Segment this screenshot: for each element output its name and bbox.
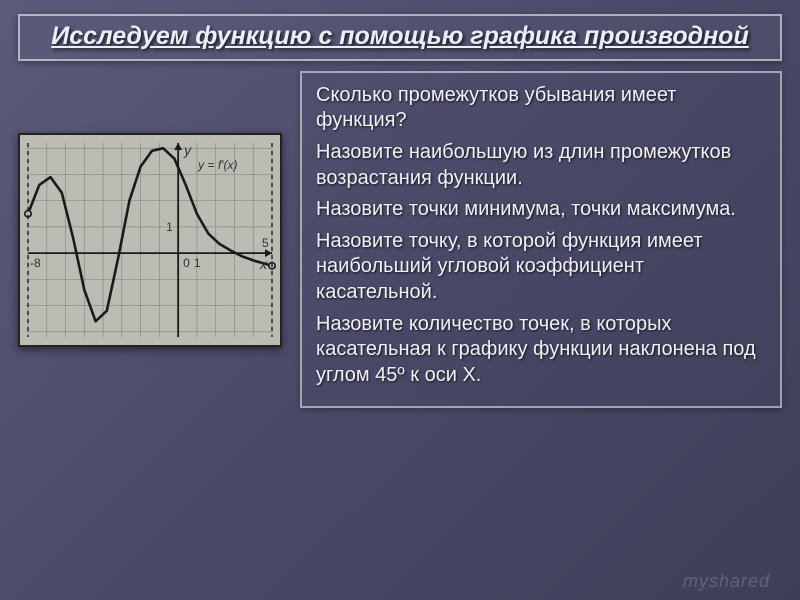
svg-text:5: 5: [262, 236, 269, 250]
svg-text:1: 1: [166, 219, 173, 233]
question-2: Назовите наибольшую из длин промежутков …: [316, 140, 766, 191]
body-row: 011-85yxy = f'(x) Сколько промежутков уб…: [0, 71, 800, 409]
svg-text:y = f'(x): y = f'(x): [197, 158, 237, 172]
question-1: Сколько промежутков убывания имеет функц…: [316, 83, 766, 134]
svg-text:x: x: [259, 256, 268, 272]
svg-text:y: y: [183, 142, 192, 158]
questions-panel: Сколько промежутков убывания имеет функц…: [300, 71, 782, 409]
graph-column: 011-85yxy = f'(x): [18, 71, 282, 409]
question-5: Назовите количество точек, в которых кас…: [316, 312, 766, 389]
svg-text:0: 0: [183, 256, 190, 270]
slide-title: Исследуем функцию с помощью графика прои…: [40, 22, 760, 51]
question-3: Назовите точки минимума, точки максимума…: [316, 197, 766, 223]
watermark: myshared: [683, 571, 770, 592]
derivative-graph: 011-85yxy = f'(x): [18, 133, 282, 347]
svg-text:1: 1: [194, 256, 201, 270]
title-box: Исследуем функцию с помощью графика прои…: [18, 14, 782, 61]
svg-text:-8: -8: [30, 256, 41, 270]
graph-svg: 011-85yxy = f'(x): [20, 135, 280, 345]
slide: Исследуем функцию с помощью графика прои…: [0, 14, 800, 600]
question-4: Назовите точку, в которой функция имеет …: [316, 229, 766, 306]
